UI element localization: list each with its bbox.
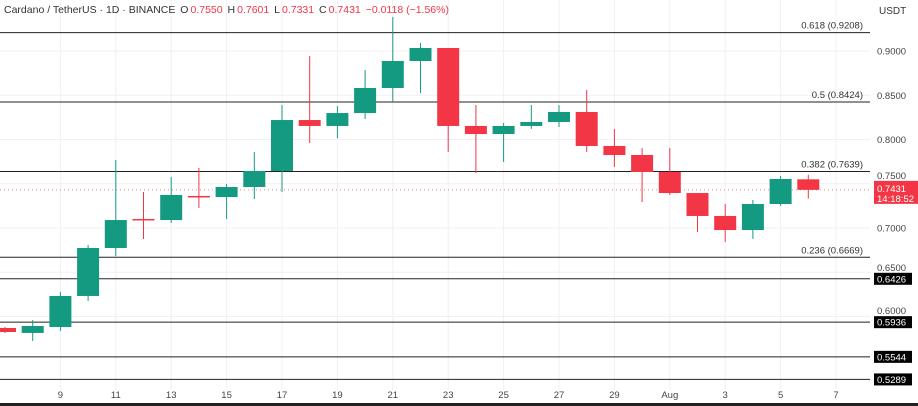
candle-up <box>21 325 44 333</box>
fib-level-label: 0.5 (0.8424) <box>812 90 863 101</box>
candle-up <box>326 113 349 126</box>
candle-up <box>77 248 100 296</box>
candle-down <box>603 145 626 155</box>
candle-up <box>215 187 238 198</box>
candle-down <box>132 218 155 221</box>
candle-down <box>686 193 709 216</box>
y-tick-label: 0.8500 <box>877 91 906 102</box>
symbol-title: Cardano / TetherUS · 1D · BINANCE <box>4 4 176 16</box>
candle-up <box>354 87 377 114</box>
high-value: 0.7601 <box>237 4 270 16</box>
close-label: C <box>319 4 327 16</box>
candle-up <box>520 121 543 126</box>
support-price-tag <box>874 373 912 386</box>
y-tick-label: 0.7500 <box>877 171 906 182</box>
low-value: 0.7331 <box>282 4 315 16</box>
candle-down <box>714 215 737 231</box>
candle-down <box>437 47 460 126</box>
candle-up <box>160 194 183 221</box>
open-label: O <box>180 4 189 16</box>
support-price-label: 0.6426 <box>877 274 906 285</box>
candle-up <box>381 61 404 88</box>
x-tick-label: 25 <box>498 390 509 401</box>
x-tick-label: 19 <box>332 390 343 401</box>
x-tick-label: 13 <box>166 390 177 401</box>
candle-down <box>0 328 16 332</box>
candle-down <box>464 125 487 135</box>
symbol-legend: Cardano / TetherUS · 1D · BINANCE O 0.755… <box>4 4 451 16</box>
x-tick-label: 9 <box>58 390 63 401</box>
support-price-label: 0.5544 <box>877 352 906 363</box>
fib-level-label: 0.236 (0.6669) <box>801 245 863 256</box>
open-value: 0.7550 <box>190 4 223 16</box>
candle-up <box>104 220 127 249</box>
y-tick-label: 0.6000 <box>877 306 906 317</box>
x-tick-label: 5 <box>778 390 783 401</box>
candle-down <box>658 171 681 194</box>
x-tick-label: 27 <box>554 390 565 401</box>
support-price-tag <box>874 350 912 363</box>
x-tick-label: 7 <box>833 390 838 401</box>
close-value: 0.7431 <box>328 4 361 16</box>
candle-up <box>243 171 266 188</box>
fib-level-label: 0.382 (0.7639) <box>801 159 863 170</box>
current-price-tag <box>874 180 918 204</box>
x-tick-label: 15 <box>221 390 232 401</box>
candle-down <box>631 154 654 172</box>
candle-up <box>271 120 293 172</box>
price-unit: USDT <box>879 6 907 17</box>
candle-up <box>492 125 515 135</box>
candle-up <box>548 111 570 122</box>
current-price-label: 0.7431 <box>877 184 906 195</box>
candle-up <box>49 295 72 328</box>
x-tick-label: 17 <box>277 390 288 401</box>
candle-down <box>575 111 598 146</box>
candle-down <box>298 120 321 126</box>
y-tick-label: 0.8000 <box>877 135 906 146</box>
fib-level-label: 0.618 (0.9208) <box>801 21 863 32</box>
y-tick-label: 0.7000 <box>877 224 906 235</box>
change-value: −0.0118 (−1.56%) <box>365 4 449 16</box>
x-tick-label: 21 <box>388 390 399 401</box>
x-tick-label: 23 <box>443 390 454 401</box>
x-tick-label: 3 <box>723 390 728 401</box>
low-label: L <box>274 4 280 16</box>
candle-down <box>187 195 210 198</box>
bottom-bar <box>0 403 918 406</box>
y-tick-label: 0.6500 <box>877 263 906 274</box>
support-price-label: 0.5289 <box>877 375 906 386</box>
countdown-label: 14:18:52 <box>877 194 914 205</box>
high-label: H <box>227 4 236 16</box>
candle-up <box>409 47 432 62</box>
candle-down <box>797 179 820 190</box>
candle-up <box>769 178 792 205</box>
support-price-tag <box>874 316 912 329</box>
x-tick-label: 11 <box>111 390 121 401</box>
candle-up <box>741 204 764 231</box>
x-tick-label: 29 <box>609 390 620 401</box>
support-price-tag <box>874 272 912 285</box>
x-tick-label: Aug <box>661 390 678 401</box>
support-price-label: 0.5936 <box>877 318 906 329</box>
y-tick-label: 0.9000 <box>877 47 906 58</box>
